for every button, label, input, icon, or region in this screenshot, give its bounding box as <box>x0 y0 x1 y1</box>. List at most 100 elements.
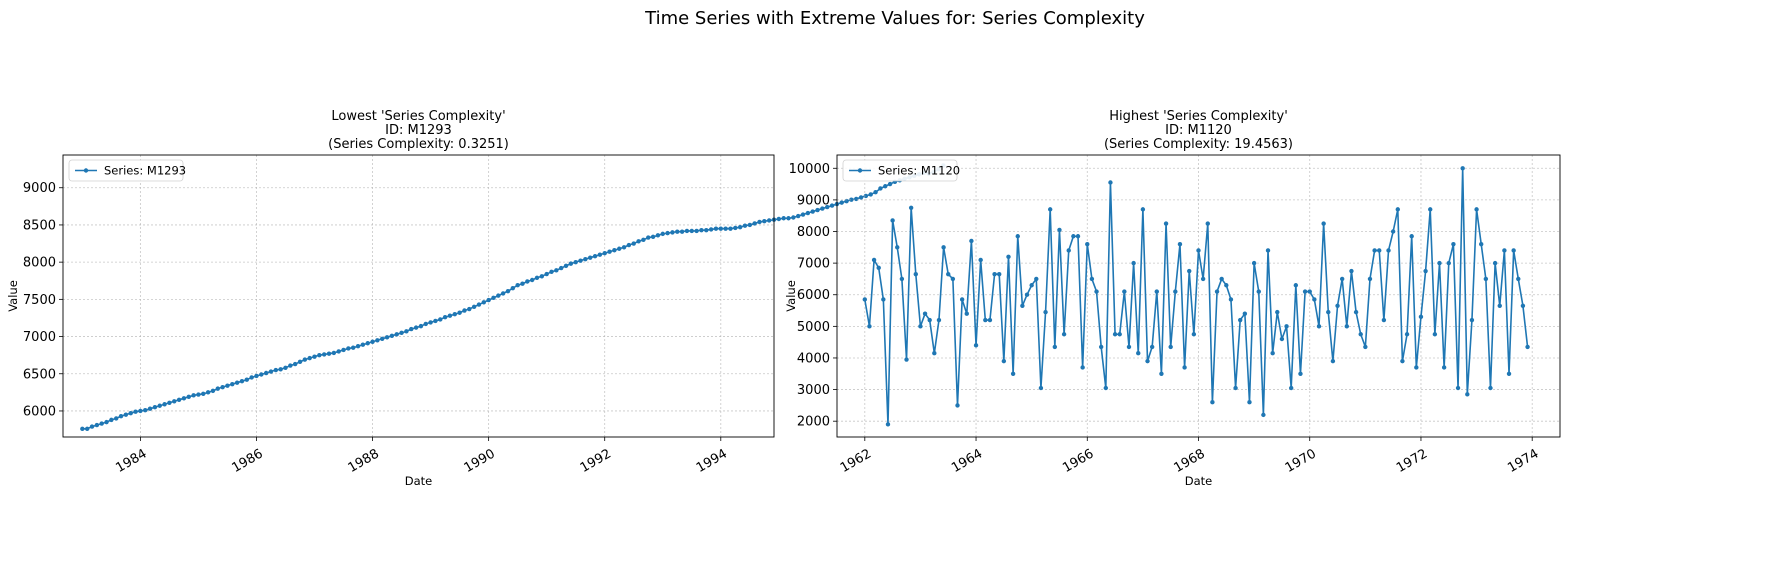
data-point <box>123 412 129 417</box>
data-point <box>249 375 254 380</box>
data-point <box>496 293 501 298</box>
x-tick-label: 1986 <box>230 446 266 476</box>
y-tick-label: 8500 <box>23 218 56 233</box>
data-point <box>239 378 245 384</box>
data-point <box>1020 303 1025 309</box>
data-point <box>1228 297 1234 302</box>
data-point <box>718 226 723 231</box>
y-tick-label: 7000 <box>797 257 830 272</box>
data-point <box>1465 392 1470 397</box>
data-point <box>636 239 641 244</box>
data-point <box>476 302 482 307</box>
data-point <box>684 228 690 234</box>
data-point <box>950 276 956 282</box>
data-point <box>650 234 656 240</box>
data-point <box>1191 332 1197 337</box>
data-point <box>766 218 772 223</box>
data-point <box>1205 221 1210 226</box>
data-point <box>554 268 559 273</box>
data-point <box>288 363 293 368</box>
data-point <box>1302 289 1308 294</box>
data-point <box>1112 332 1118 337</box>
data-point <box>1321 221 1326 226</box>
data-point <box>660 231 665 237</box>
data-point <box>1256 289 1261 294</box>
data-point <box>800 212 806 217</box>
data-point <box>321 352 327 357</box>
data-point <box>757 219 762 225</box>
x-tick-label: 1992 <box>578 446 614 476</box>
data-point <box>1024 292 1030 297</box>
x-tick-label: 1966 <box>1060 446 1096 476</box>
data-point <box>987 317 993 323</box>
data-point <box>515 283 520 288</box>
data-point <box>1122 289 1127 294</box>
y-tick-label: 6500 <box>23 367 56 382</box>
data-point <box>708 227 714 232</box>
data-point <box>868 192 873 197</box>
data-point <box>1511 248 1516 253</box>
data-point <box>1483 276 1489 282</box>
data-point <box>399 330 404 336</box>
data-point <box>423 321 428 327</box>
data-point <box>762 219 767 224</box>
data-point <box>1520 303 1526 309</box>
data-point <box>1363 344 1368 350</box>
data-point <box>922 311 928 316</box>
data-point <box>815 207 820 213</box>
data-point <box>162 402 167 407</box>
chart-2: Highest 'Series Complexity'ID: M1120(Ser… <box>784 109 1561 488</box>
data-point <box>157 403 162 408</box>
data-point <box>626 242 632 248</box>
data-point <box>1423 268 1428 274</box>
data-point <box>573 259 578 265</box>
data-point <box>351 345 356 350</box>
data-point <box>904 357 909 362</box>
data-point <box>1335 303 1340 309</box>
data-point <box>885 422 891 427</box>
data-point <box>355 344 361 349</box>
x-tick-label: 1974 <box>1505 446 1541 476</box>
data-point <box>1344 324 1350 329</box>
data-point <box>263 370 269 376</box>
data-point <box>1377 248 1382 253</box>
y-tick-label: 6000 <box>797 288 830 303</box>
chart-title-line: Highest 'Series Complexity' <box>1109 109 1288 124</box>
chart-title-line: Lowest 'Series Complexity' <box>331 109 505 124</box>
data-point <box>1414 365 1419 370</box>
figure-suptitle: Time Series with Extreme Values for: Ser… <box>644 8 1145 29</box>
data-point <box>1126 344 1132 350</box>
data-point <box>186 394 191 400</box>
y-tick-label: 9000 <box>23 181 56 196</box>
data-point <box>1145 358 1150 364</box>
data-point <box>99 421 104 426</box>
data-point <box>1006 254 1011 259</box>
data-point <box>1502 248 1507 253</box>
data-point <box>143 408 148 413</box>
data-point <box>1409 234 1414 239</box>
y-tick-label: 7000 <box>23 330 56 345</box>
data-point <box>1288 385 1294 391</box>
data-point <box>913 271 918 277</box>
data-point <box>500 291 506 296</box>
data-point <box>597 252 603 257</box>
data-point <box>932 351 937 356</box>
data-point <box>196 392 201 397</box>
data-point <box>1298 371 1303 376</box>
data-point <box>728 226 733 231</box>
data-point <box>365 341 370 346</box>
data-point <box>607 249 612 254</box>
data-point <box>973 343 979 348</box>
data-point <box>210 388 216 394</box>
data-point <box>959 297 965 302</box>
data-point <box>1094 289 1099 294</box>
data-point <box>1140 207 1146 212</box>
data-point <box>230 381 235 387</box>
data-point <box>1261 412 1266 418</box>
data-point <box>1034 276 1039 282</box>
data-point <box>94 422 100 428</box>
data-point <box>1136 351 1141 356</box>
data-point <box>1168 344 1173 350</box>
y-tick-label: 9000 <box>797 193 830 208</box>
